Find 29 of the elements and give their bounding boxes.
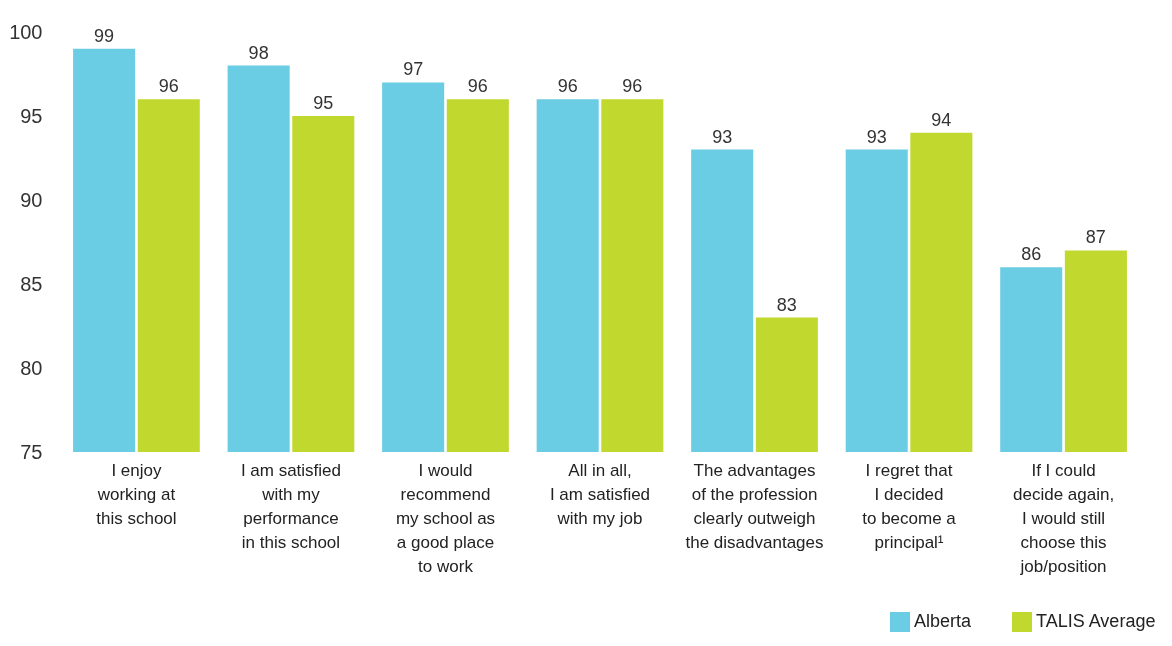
data-label: 96: [467, 76, 488, 97]
y-tick-label: 100: [9, 20, 43, 43]
x-tick-label: If I could decide again, I would still choose this job/position: [1012, 460, 1115, 576]
y-tick-label: 85: [20, 272, 43, 295]
y-tick-label: 75: [20, 440, 43, 463]
data-label: 87: [1085, 227, 1106, 248]
data-label: 94: [931, 109, 952, 130]
x-tick-label: I am satisfied with my performance in this school: [240, 460, 342, 552]
data-label: 96: [158, 76, 179, 97]
data-label: 96: [557, 76, 578, 97]
data-label: 97: [403, 59, 424, 80]
data-label: 95: [313, 93, 334, 113]
x-tick-label: I regret that I decided to become a principal¹: [862, 460, 957, 552]
y-tick-label: 80: [20, 356, 43, 379]
data-label: 96: [622, 76, 643, 97]
legend-label: TALIS Average: [1036, 611, 1156, 631]
legend-label: Alberta: [914, 611, 973, 631]
data-label: 93: [866, 126, 887, 147]
y-tick-label: 90: [20, 188, 43, 211]
data-label: 83: [776, 294, 797, 315]
data-label: 86: [1021, 244, 1042, 265]
y-tick-label: 95: [20, 104, 43, 127]
data-label: 98: [248, 42, 269, 63]
x-tick-label: All in all, I am satisfied with my job: [549, 460, 651, 528]
data-label: 99: [94, 25, 115, 46]
x-tick-label: I enjoy working at this school: [96, 460, 177, 528]
data-label: 93: [712, 126, 733, 147]
x-tick-label: The advantages of the profession clearly outweigh the disadvantages: [685, 460, 824, 552]
x-tick-label: I would recommend my school as a good place to work: [395, 460, 496, 576]
